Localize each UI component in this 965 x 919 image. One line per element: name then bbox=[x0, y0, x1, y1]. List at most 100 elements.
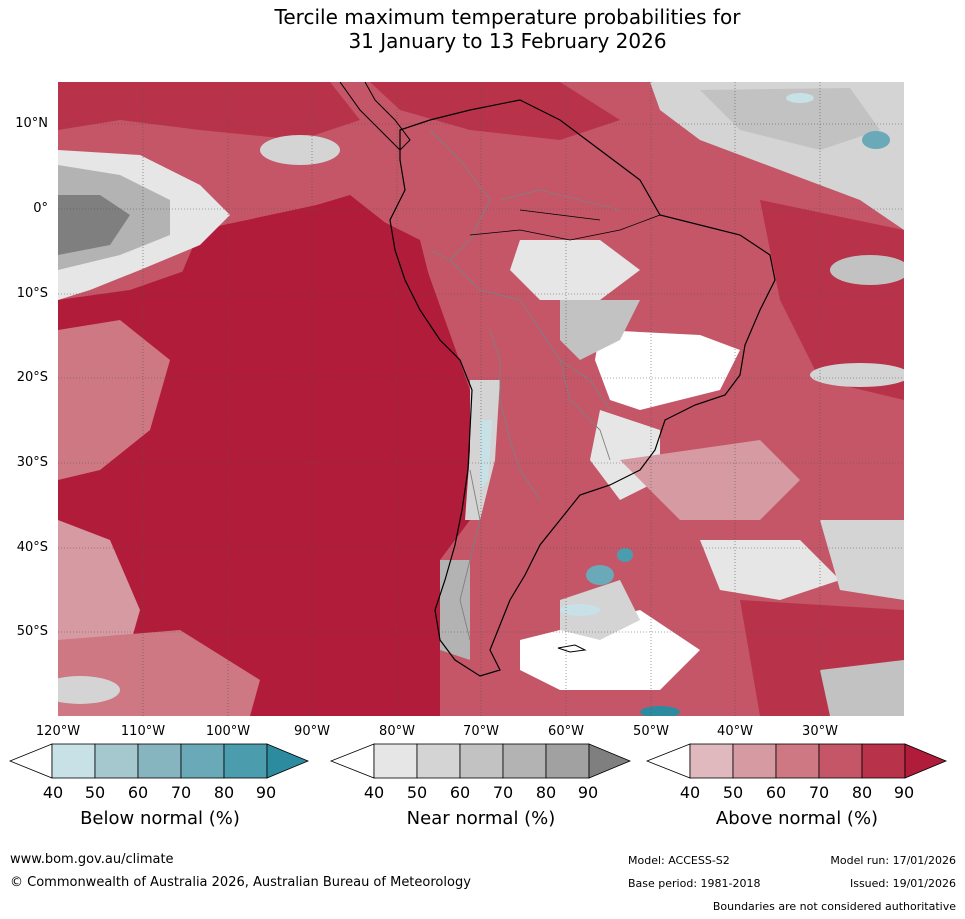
probability-map bbox=[58, 81, 904, 716]
patagonia-near-normal-strip bbox=[440, 560, 470, 660]
issued-text: Issued: 19/01/2026 bbox=[849, 877, 956, 890]
near-tick-70: 70 bbox=[492, 783, 514, 802]
below-normal-title: Below normal (%) bbox=[80, 808, 240, 829]
lat-label-0: 0° bbox=[33, 201, 48, 216]
lon-label-110w: 110°W bbox=[120, 724, 166, 739]
southern-ocean-below-normal-spot bbox=[640, 706, 680, 716]
lat-label-10s: 10°S bbox=[16, 286, 48, 301]
south-atlantic-moderate-above bbox=[620, 440, 800, 520]
near-colorbar-high-arrow bbox=[588, 743, 632, 779]
near-colorbar-segment bbox=[416, 743, 461, 779]
lat-label-10n: 10°N bbox=[15, 116, 48, 131]
model-run-text: Model run: 17/01/2026 bbox=[830, 854, 956, 867]
website-text: www.bom.gov.au/climate bbox=[10, 852, 174, 867]
above-colorbar-low-arrow bbox=[645, 743, 691, 779]
above-colorbar-segment bbox=[732, 743, 777, 779]
andes-below-normal-strip bbox=[480, 420, 492, 490]
above-colorbar-segment bbox=[689, 743, 734, 779]
equatorial-atlantic-above-region bbox=[760, 200, 904, 400]
lat-label-50s: 50°S bbox=[16, 624, 48, 639]
below-colorbar-segment bbox=[180, 743, 225, 779]
lat-label-30s: 30°S bbox=[16, 455, 48, 470]
above-colorbar-high-arrow bbox=[904, 743, 948, 779]
lon-label-120w: 120°W bbox=[35, 724, 81, 739]
rivers bbox=[469, 209, 661, 241]
above-tick-60: 60 bbox=[765, 783, 787, 802]
falklands-below-normal-patch bbox=[560, 604, 600, 616]
lon-label-70w: 70°W bbox=[463, 724, 499, 739]
lon-label-80w: 80°W bbox=[379, 724, 415, 739]
above-normal-colorbar bbox=[645, 743, 948, 779]
below-tick-50: 50 bbox=[84, 783, 106, 802]
lon-label-30w: 30°W bbox=[802, 724, 838, 739]
north-atlantic-near-normal-core bbox=[700, 88, 880, 150]
central-america-near-normal-patch bbox=[260, 135, 340, 165]
atlantic-near-normal-band-south bbox=[810, 363, 904, 387]
country-borders bbox=[429, 129, 621, 641]
above-colorbar-segment bbox=[861, 743, 906, 779]
north-pacific-above-region bbox=[58, 82, 360, 140]
above-tick-50: 50 bbox=[722, 783, 744, 802]
pacific-near-normal-patch-south bbox=[58, 676, 120, 704]
near-tick-80: 80 bbox=[535, 783, 557, 802]
southern-ocean-near-normal-corner bbox=[820, 660, 904, 716]
below-tick-40: 40 bbox=[42, 783, 64, 802]
south-atlantic-below-normal-spot-2 bbox=[617, 548, 633, 562]
south-america-coastline bbox=[389, 99, 776, 677]
below-tick-80: 80 bbox=[213, 783, 235, 802]
lon-label-100w: 100°W bbox=[205, 724, 251, 739]
lon-label-90w: 90°W bbox=[294, 724, 330, 739]
amazon-near-normal-region bbox=[510, 240, 640, 300]
map-title-line-1: Tercile maximum temperature probabilitie… bbox=[274, 5, 741, 29]
below-colorbar-segment bbox=[51, 743, 96, 779]
lat-label-40s: 40°S bbox=[16, 540, 48, 555]
below-tick-90: 90 bbox=[255, 783, 277, 802]
near-tick-60: 60 bbox=[449, 783, 471, 802]
pacific-moderate-above-patch bbox=[58, 320, 170, 480]
south-atlantic-below-normal-spot bbox=[586, 565, 614, 585]
south-atlantic-near-normal-band bbox=[700, 540, 840, 600]
lon-label-50w: 50°W bbox=[633, 724, 669, 739]
near-tick-40: 40 bbox=[363, 783, 385, 802]
atlantic-near-normal-band bbox=[830, 255, 904, 285]
near-colorbar-segment bbox=[373, 743, 418, 779]
lon-label-60w: 60°W bbox=[548, 724, 584, 739]
below-colorbar-segment bbox=[137, 743, 182, 779]
north-atlantic-below-normal-spot bbox=[862, 131, 890, 149]
near-colorbar-segment bbox=[459, 743, 504, 779]
caribbean-above-region bbox=[370, 82, 620, 140]
map-title-line-2: 31 January to 13 February 2026 bbox=[348, 29, 667, 53]
near-colorbar-low-arrow bbox=[329, 743, 375, 779]
near-normal-colorbar bbox=[329, 743, 632, 779]
copyright-text: © Commonwealth of Australia 2026, Austra… bbox=[10, 875, 471, 890]
above-tick-90: 90 bbox=[893, 783, 915, 802]
below-colorbar-high-arrow bbox=[266, 743, 310, 779]
above-normal-title: Above normal (%) bbox=[715, 808, 879, 829]
near-colorbar-segment bbox=[545, 743, 590, 779]
below-colorbar-segment bbox=[223, 743, 268, 779]
above-tick-40: 40 bbox=[679, 783, 701, 802]
base-period-text: Base period: 1981-2018 bbox=[628, 877, 761, 890]
above-tick-70: 70 bbox=[808, 783, 830, 802]
near-normal-title: Near normal (%) bbox=[406, 808, 556, 829]
brazil-weak-signal-region bbox=[595, 330, 740, 410]
amazon-near-normal-core bbox=[560, 300, 640, 360]
disclaimer-text: Boundaries are not considered authoritat… bbox=[712, 900, 956, 913]
below-tick-60: 60 bbox=[127, 783, 149, 802]
equatorial-pacific-near-normal-strong bbox=[58, 195, 130, 255]
graticule bbox=[58, 82, 904, 716]
below-tick-70: 70 bbox=[170, 783, 192, 802]
falkland-islands bbox=[557, 644, 587, 653]
below-colorbar-segment bbox=[94, 743, 139, 779]
above-tick-80: 80 bbox=[851, 783, 873, 802]
below-colorbar-low-arrow bbox=[8, 743, 53, 779]
near-tick-50: 50 bbox=[406, 783, 428, 802]
model-text: Model: ACCESS-S2 bbox=[628, 854, 730, 867]
near-colorbar-segment bbox=[502, 743, 547, 779]
pacific-core-above-region bbox=[120, 200, 460, 640]
near-tick-90: 90 bbox=[577, 783, 599, 802]
lon-label-40w: 40°W bbox=[717, 724, 753, 739]
north-atlantic-below-normal-spot-2 bbox=[786, 93, 814, 103]
central-america-coastline bbox=[339, 81, 411, 151]
lat-label-20s: 20°S bbox=[16, 370, 48, 385]
